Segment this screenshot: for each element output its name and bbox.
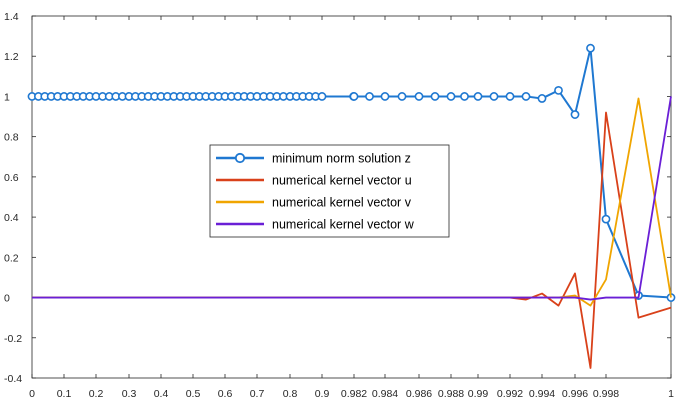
data-point bbox=[473, 92, 483, 101]
data-point bbox=[586, 43, 595, 53]
data-point bbox=[380, 92, 390, 101]
x-tick-label: 0.982 bbox=[341, 388, 367, 400]
y-tick-label: 0.6 bbox=[4, 172, 19, 184]
y-tick-label: -0.4 bbox=[4, 373, 22, 385]
x-tick-label: 0.8 bbox=[283, 388, 298, 400]
data-point bbox=[521, 92, 531, 101]
y-tick-label: 0.2 bbox=[4, 252, 19, 264]
legend-marker bbox=[234, 152, 246, 164]
data-point bbox=[446, 92, 456, 101]
x-tick-label: 1 bbox=[668, 388, 674, 400]
x-axis: 0 0.1 0.2 0.3 0.4 0.5 0.6 0.7 0.8 0.9 0.982 0.984 0.… bbox=[29, 16, 674, 400]
x-tick-label: 0.988 bbox=[438, 388, 464, 400]
data-point bbox=[430, 92, 440, 101]
data-point bbox=[537, 94, 547, 103]
x-tick-label: 0.3 bbox=[122, 388, 137, 400]
data-point bbox=[460, 92, 469, 101]
legend-entry: minimum norm solution z bbox=[272, 152, 411, 166]
data-point bbox=[365, 92, 374, 101]
x-tick-label: 0.998 bbox=[593, 388, 619, 400]
x-tick-label: 0.986 bbox=[406, 388, 432, 400]
y-tick-label: 1.4 bbox=[4, 11, 19, 23]
x-tick-label: 0.9 bbox=[315, 388, 330, 400]
y-tick-label: 0.8 bbox=[4, 132, 19, 144]
x-tick-label: 0.984 bbox=[372, 388, 398, 400]
legend-entry: numerical kernel vector u bbox=[272, 174, 412, 188]
legend-entry: numerical kernel vector w bbox=[272, 218, 415, 232]
data-point bbox=[489, 92, 499, 101]
legend-box bbox=[209, 144, 450, 238]
data-point bbox=[317, 92, 327, 101]
x-tick-label: 0.1 bbox=[57, 388, 72, 400]
x-tick-label: 0.994 bbox=[529, 388, 555, 400]
series-line-4 bbox=[32, 96, 672, 301]
y-tick-label: 0.4 bbox=[4, 212, 19, 224]
data-point bbox=[397, 92, 407, 101]
data-point bbox=[554, 86, 563, 95]
data-point bbox=[570, 110, 580, 119]
x-tick-label: 0.992 bbox=[497, 388, 523, 400]
x-tick-label: 0.2 bbox=[89, 388, 104, 400]
data-point bbox=[349, 92, 359, 101]
x-tick-label: 0.5 bbox=[186, 388, 201, 400]
data-point bbox=[505, 92, 515, 101]
x-tick-label: 0 bbox=[29, 388, 35, 400]
legend: minimum norm solution z numerical kernel … bbox=[209, 144, 450, 238]
series-group bbox=[27, 43, 676, 369]
x-tick-label: 0.99 bbox=[468, 388, 489, 400]
x-tick-label: 0.996 bbox=[562, 388, 588, 400]
y-tick-label: 1 bbox=[4, 91, 10, 103]
data-point bbox=[414, 92, 424, 101]
x-tick-label: 0.6 bbox=[218, 388, 233, 400]
legend-entry: numerical kernel vector v bbox=[272, 196, 412, 210]
x-tick-label: 0.4 bbox=[154, 388, 169, 400]
y-tick-label: 1.2 bbox=[4, 51, 19, 63]
y-tick-label: -0.2 bbox=[4, 333, 22, 345]
data-point bbox=[601, 214, 611, 224]
x-tick-label: 0.7 bbox=[250, 388, 265, 400]
y-tick-label: 0 bbox=[4, 293, 10, 305]
